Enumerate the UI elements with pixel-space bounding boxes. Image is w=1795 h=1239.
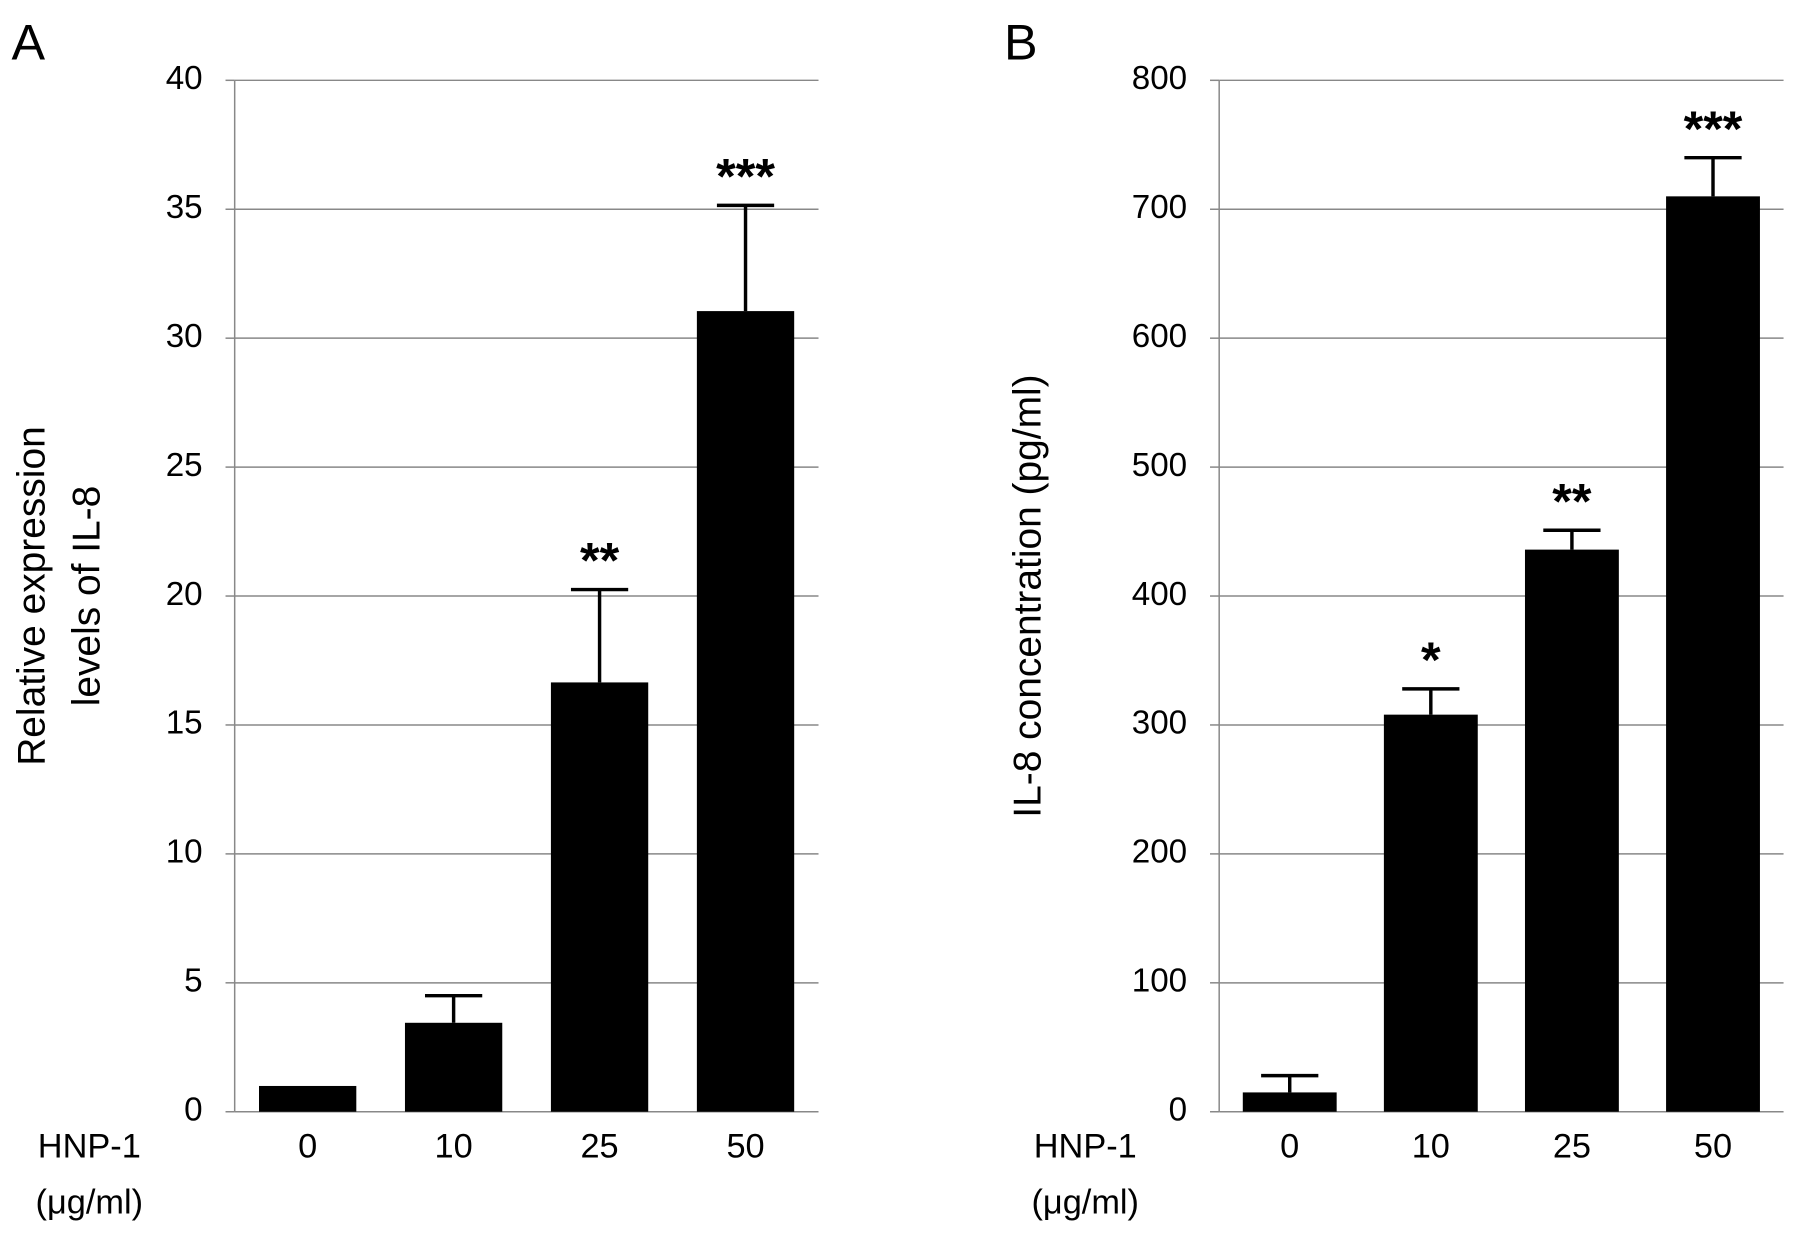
- x-tick-label: 25: [1553, 1127, 1591, 1165]
- y-tick-label: 100: [1132, 963, 1187, 1000]
- bar: [1524, 549, 1619, 1112]
- y-tick-label: 20: [166, 576, 203, 613]
- y-axis-label: IL-8 concentration (pg/ml): [1007, 374, 1050, 817]
- bar: [259, 1085, 357, 1112]
- y-tick-label: 300: [1132, 705, 1187, 742]
- y-tick-label: 5: [184, 963, 202, 1000]
- y-tick-label: 10: [166, 834, 203, 871]
- bar: [404, 1022, 503, 1112]
- x-tick-label: 0: [298, 1127, 317, 1165]
- x-axis-label: (μg/ml): [1031, 1184, 1139, 1222]
- y-tick-label: 0: [1169, 1092, 1187, 1129]
- y-tick-label: 600: [1132, 318, 1187, 355]
- x-tick-label: 50: [1694, 1127, 1732, 1165]
- x-tick-label: 10: [1412, 1127, 1450, 1165]
- y-tick-label: 15: [166, 705, 203, 742]
- y-tick-label: 40: [166, 60, 203, 97]
- y-tick-label: 35: [166, 189, 203, 226]
- x-tick-label: 10: [435, 1127, 473, 1165]
- y-tick-label: 400: [1132, 576, 1187, 613]
- x-axis-label: HNP-1: [1034, 1127, 1137, 1165]
- x-tick-label: 25: [580, 1127, 618, 1165]
- bar: [1242, 1092, 1337, 1112]
- significance-label: ***: [716, 147, 775, 204]
- y-tick-label: 800: [1132, 60, 1187, 97]
- panel-label: B: [1004, 13, 1038, 70]
- x-tick-label: 50: [726, 1127, 764, 1165]
- y-tick-label: 200: [1132, 834, 1187, 871]
- y-axis-label: levels of IL-8: [66, 486, 109, 707]
- significance-label: *: [1421, 631, 1441, 688]
- bar: [1383, 714, 1478, 1112]
- y-tick-label: 500: [1132, 447, 1187, 484]
- significance-label: **: [1552, 472, 1592, 529]
- significance-label: ***: [1684, 100, 1743, 157]
- bar: [550, 682, 649, 1112]
- y-tick-label: 700: [1132, 189, 1187, 226]
- panel-label: A: [11, 13, 45, 70]
- y-tick-label: 30: [166, 318, 203, 355]
- x-tick-label: 0: [1280, 1127, 1299, 1165]
- y-axis-label: Relative expression: [11, 426, 54, 766]
- x-axis-label: (μg/ml): [36, 1184, 144, 1222]
- y-tick-label: 25: [166, 447, 203, 484]
- x-axis-label: HNP-1: [38, 1127, 141, 1165]
- y-tick-label: 0: [184, 1092, 202, 1129]
- significance-label: **: [580, 532, 620, 589]
- bar: [1666, 196, 1760, 1112]
- bar: [696, 311, 795, 1112]
